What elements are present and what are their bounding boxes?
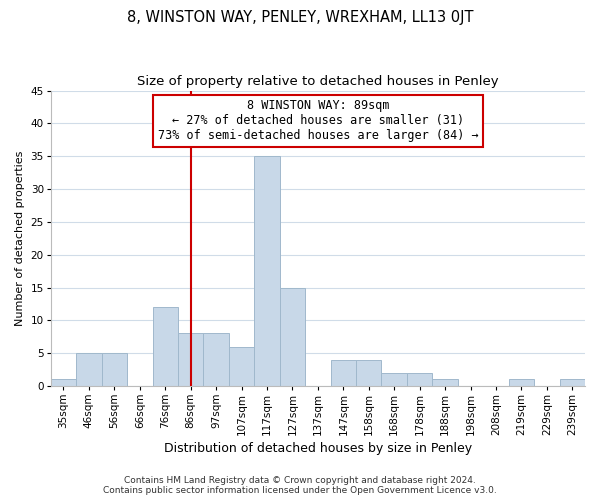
- Bar: [280, 288, 305, 386]
- Bar: [433, 380, 458, 386]
- Bar: [254, 156, 280, 386]
- Bar: [178, 334, 203, 386]
- Bar: [407, 373, 433, 386]
- Bar: [331, 360, 356, 386]
- Title: Size of property relative to detached houses in Penley: Size of property relative to detached ho…: [137, 75, 499, 88]
- Text: 8, WINSTON WAY, PENLEY, WREXHAM, LL13 0JT: 8, WINSTON WAY, PENLEY, WREXHAM, LL13 0J…: [127, 10, 473, 25]
- Text: Contains HM Land Registry data © Crown copyright and database right 2024.
Contai: Contains HM Land Registry data © Crown c…: [103, 476, 497, 495]
- Bar: [509, 380, 534, 386]
- Bar: [560, 380, 585, 386]
- Bar: [382, 373, 407, 386]
- Bar: [76, 353, 101, 386]
- Bar: [152, 307, 178, 386]
- Bar: [203, 334, 229, 386]
- Bar: [356, 360, 382, 386]
- Y-axis label: Number of detached properties: Number of detached properties: [15, 150, 25, 326]
- Text: 8 WINSTON WAY: 89sqm
← 27% of detached houses are smaller (31)
73% of semi-detac: 8 WINSTON WAY: 89sqm ← 27% of detached h…: [158, 100, 478, 142]
- Bar: [229, 346, 254, 386]
- X-axis label: Distribution of detached houses by size in Penley: Distribution of detached houses by size …: [164, 442, 472, 455]
- Bar: [51, 380, 76, 386]
- Bar: [101, 353, 127, 386]
